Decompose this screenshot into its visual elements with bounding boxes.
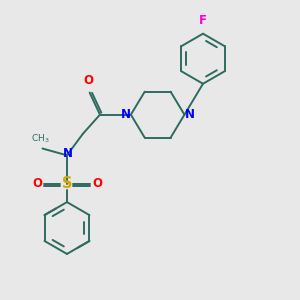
Text: F: F: [199, 14, 207, 27]
Text: O: O: [92, 177, 102, 190]
Text: CH$_3$: CH$_3$: [31, 133, 50, 145]
Text: N: N: [63, 147, 73, 160]
Text: O: O: [32, 177, 42, 190]
Text: N: N: [121, 108, 130, 121]
Text: N: N: [185, 108, 195, 121]
Text: S: S: [62, 176, 72, 191]
Text: O: O: [83, 74, 93, 87]
